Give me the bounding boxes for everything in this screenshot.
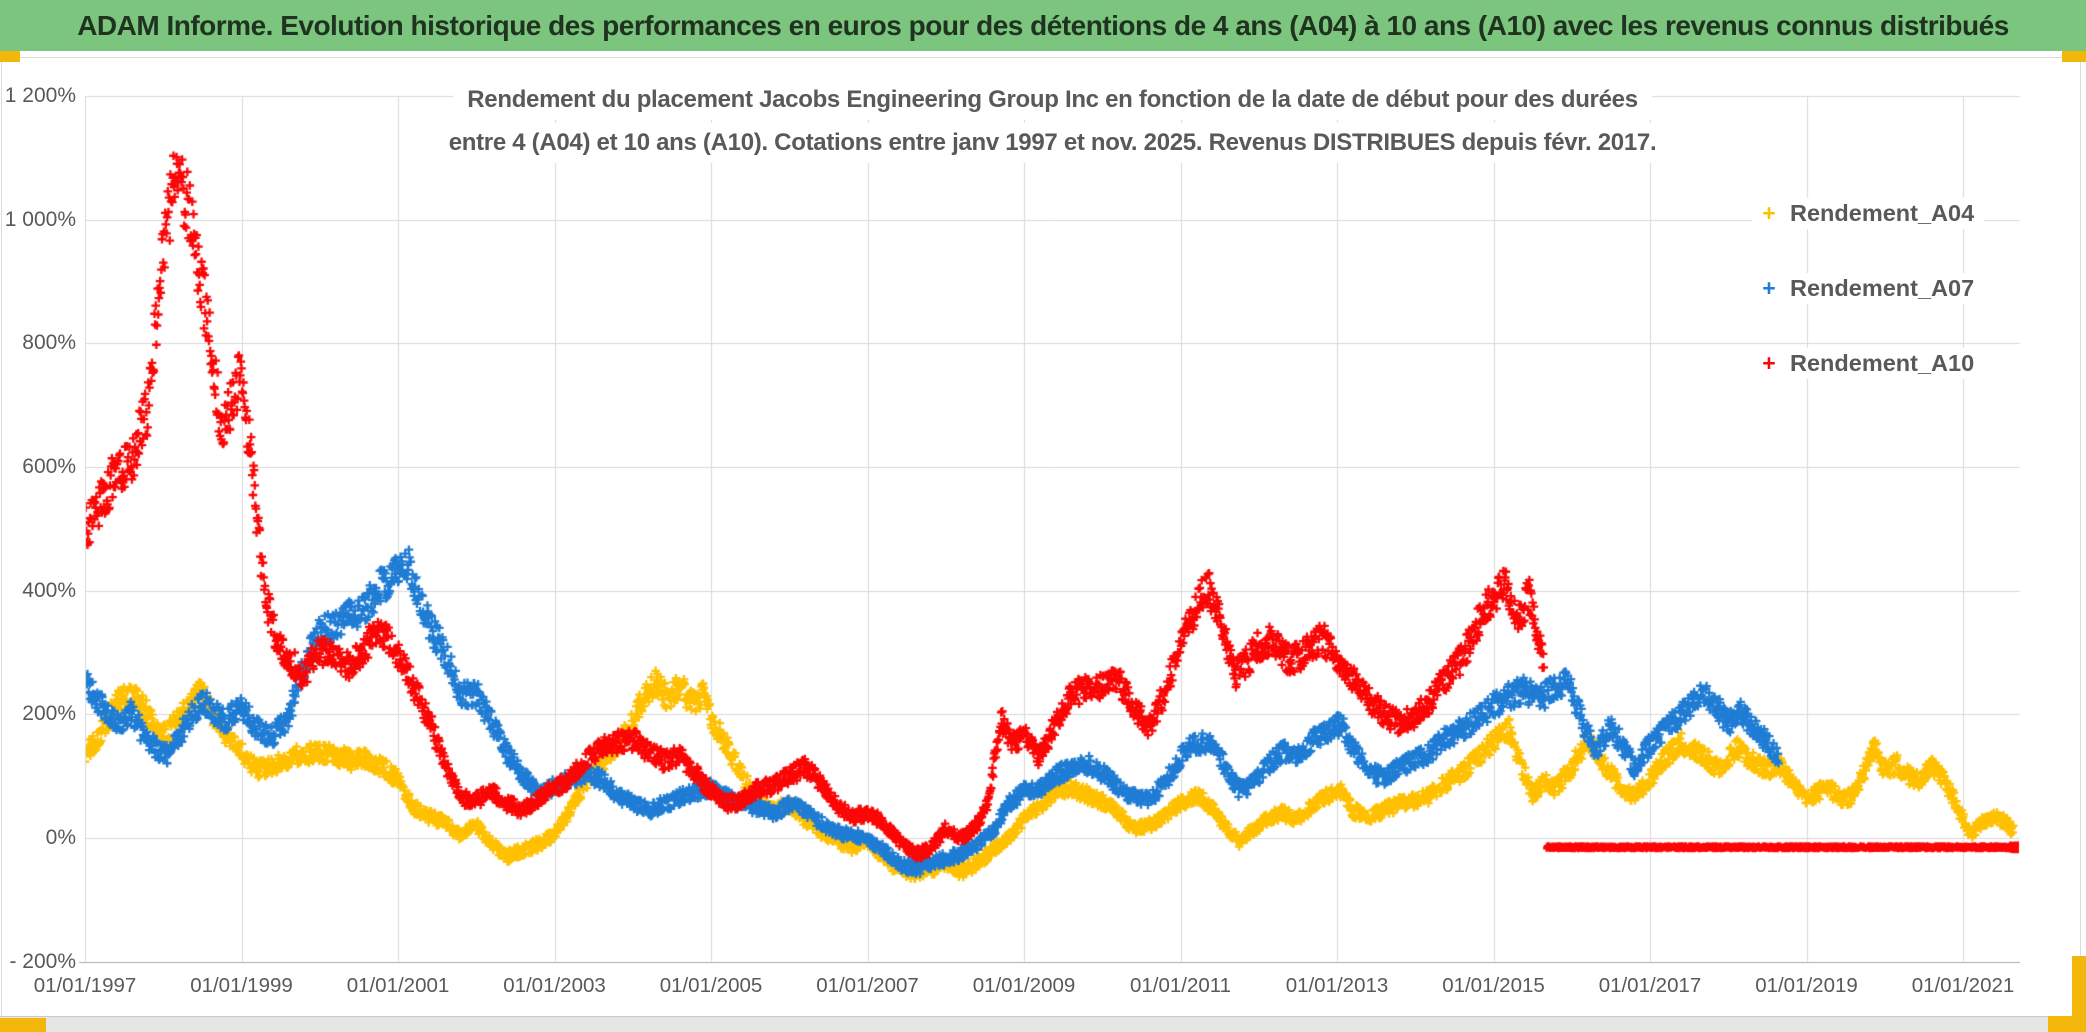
bottom-bar	[0, 1016, 2086, 1032]
y-tick: 400%	[22, 578, 76, 602]
x-tick: 01/01/2005	[659, 974, 763, 997]
y-tick: 600%	[22, 454, 76, 478]
legend-item-rendement_a10[interactable]: + Rendement_A10	[1752, 348, 1985, 379]
x-tick: 01/01/2009	[972, 974, 1076, 997]
accent-bottom-right	[2048, 1016, 2086, 1032]
x-tick: 01/01/1997	[33, 974, 137, 997]
chart-title-line2: entre 4 (A04) et 10 ans (A10). Cotations…	[434, 123, 1671, 163]
x-tick: 01/01/2013	[1285, 974, 1389, 997]
y-tick: 800%	[22, 331, 76, 355]
legend-item-rendement_a07[interactable]: + Rendement_A07	[1752, 273, 1985, 304]
legend-label: Rendement_A04	[1790, 200, 1975, 226]
header-title: ADAM Informe. Evolution historique des p…	[77, 9, 2009, 41]
accent-right-strip	[2072, 956, 2086, 1032]
legend-label: Rendement_A10	[1790, 350, 1975, 376]
x-tick: 01/01/2019	[1755, 974, 1858, 997]
chart-title-line1: Rendement du placement Jacobs Engineerin…	[453, 80, 1652, 120]
plus-marker-icon: +	[1762, 275, 1776, 301]
x-tick: 01/01/2007	[816, 974, 919, 997]
accent-top-left	[0, 51, 20, 62]
y-tick: 200%	[22, 702, 76, 726]
legend: + Rendement_A04 + Rendement_A07 + Rendement_A…	[1752, 198, 1985, 423]
y-tick: 0%	[45, 826, 76, 849]
x-tick: 01/01/2015	[1442, 974, 1545, 997]
x-tick: 01/01/2011	[1129, 974, 1232, 997]
y-tick: - 200%	[9, 949, 76, 973]
header-bar: ADAM Informe. Evolution historique des p…	[0, 0, 2086, 51]
plus-marker-icon: +	[1762, 200, 1776, 226]
chart-title: Rendement du placement Jacobs Engineerin…	[85, 80, 2020, 166]
legend-item-rendement_a04[interactable]: + Rendement_A04	[1752, 198, 1985, 229]
y-tick: 1 200%	[4, 83, 76, 107]
x-tick: 01/01/2003	[503, 974, 606, 997]
accent-top-right	[2062, 51, 2086, 62]
x-tick: 01/01/2021	[1911, 974, 2015, 997]
y-tick: 1 000%	[4, 207, 76, 231]
x-tick: 01/01/1999	[190, 974, 293, 997]
x-tick: 01/01/2001	[346, 974, 450, 997]
plus-marker-icon: +	[1762, 350, 1776, 376]
legend-label: Rendement_A07	[1790, 275, 1975, 301]
accent-bottom-left	[0, 1018, 46, 1032]
x-tick: 01/01/2017	[1598, 974, 1702, 997]
